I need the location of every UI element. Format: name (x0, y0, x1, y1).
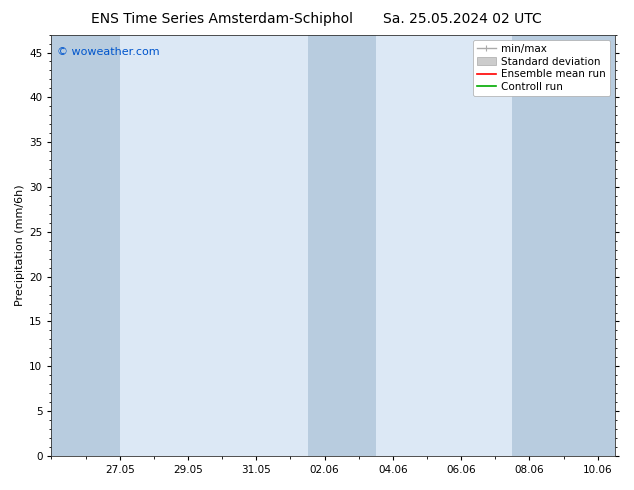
Bar (307, 35, 376, 456)
Text: © woweather.com: © woweather.com (57, 47, 160, 57)
Text: ENS Time Series Amsterdam-Schiphol: ENS Time Series Amsterdam-Schiphol (91, 12, 353, 26)
Bar (512, 35, 615, 456)
Text: Sa. 25.05.2024 02 UTC: Sa. 25.05.2024 02 UTC (384, 12, 542, 26)
Y-axis label: Precipitation (mm/6h): Precipitation (mm/6h) (15, 184, 25, 306)
Bar (51, 35, 120, 456)
Legend: min/max, Standard deviation, Ensemble mean run, Controll run: min/max, Standard deviation, Ensemble me… (472, 40, 610, 96)
